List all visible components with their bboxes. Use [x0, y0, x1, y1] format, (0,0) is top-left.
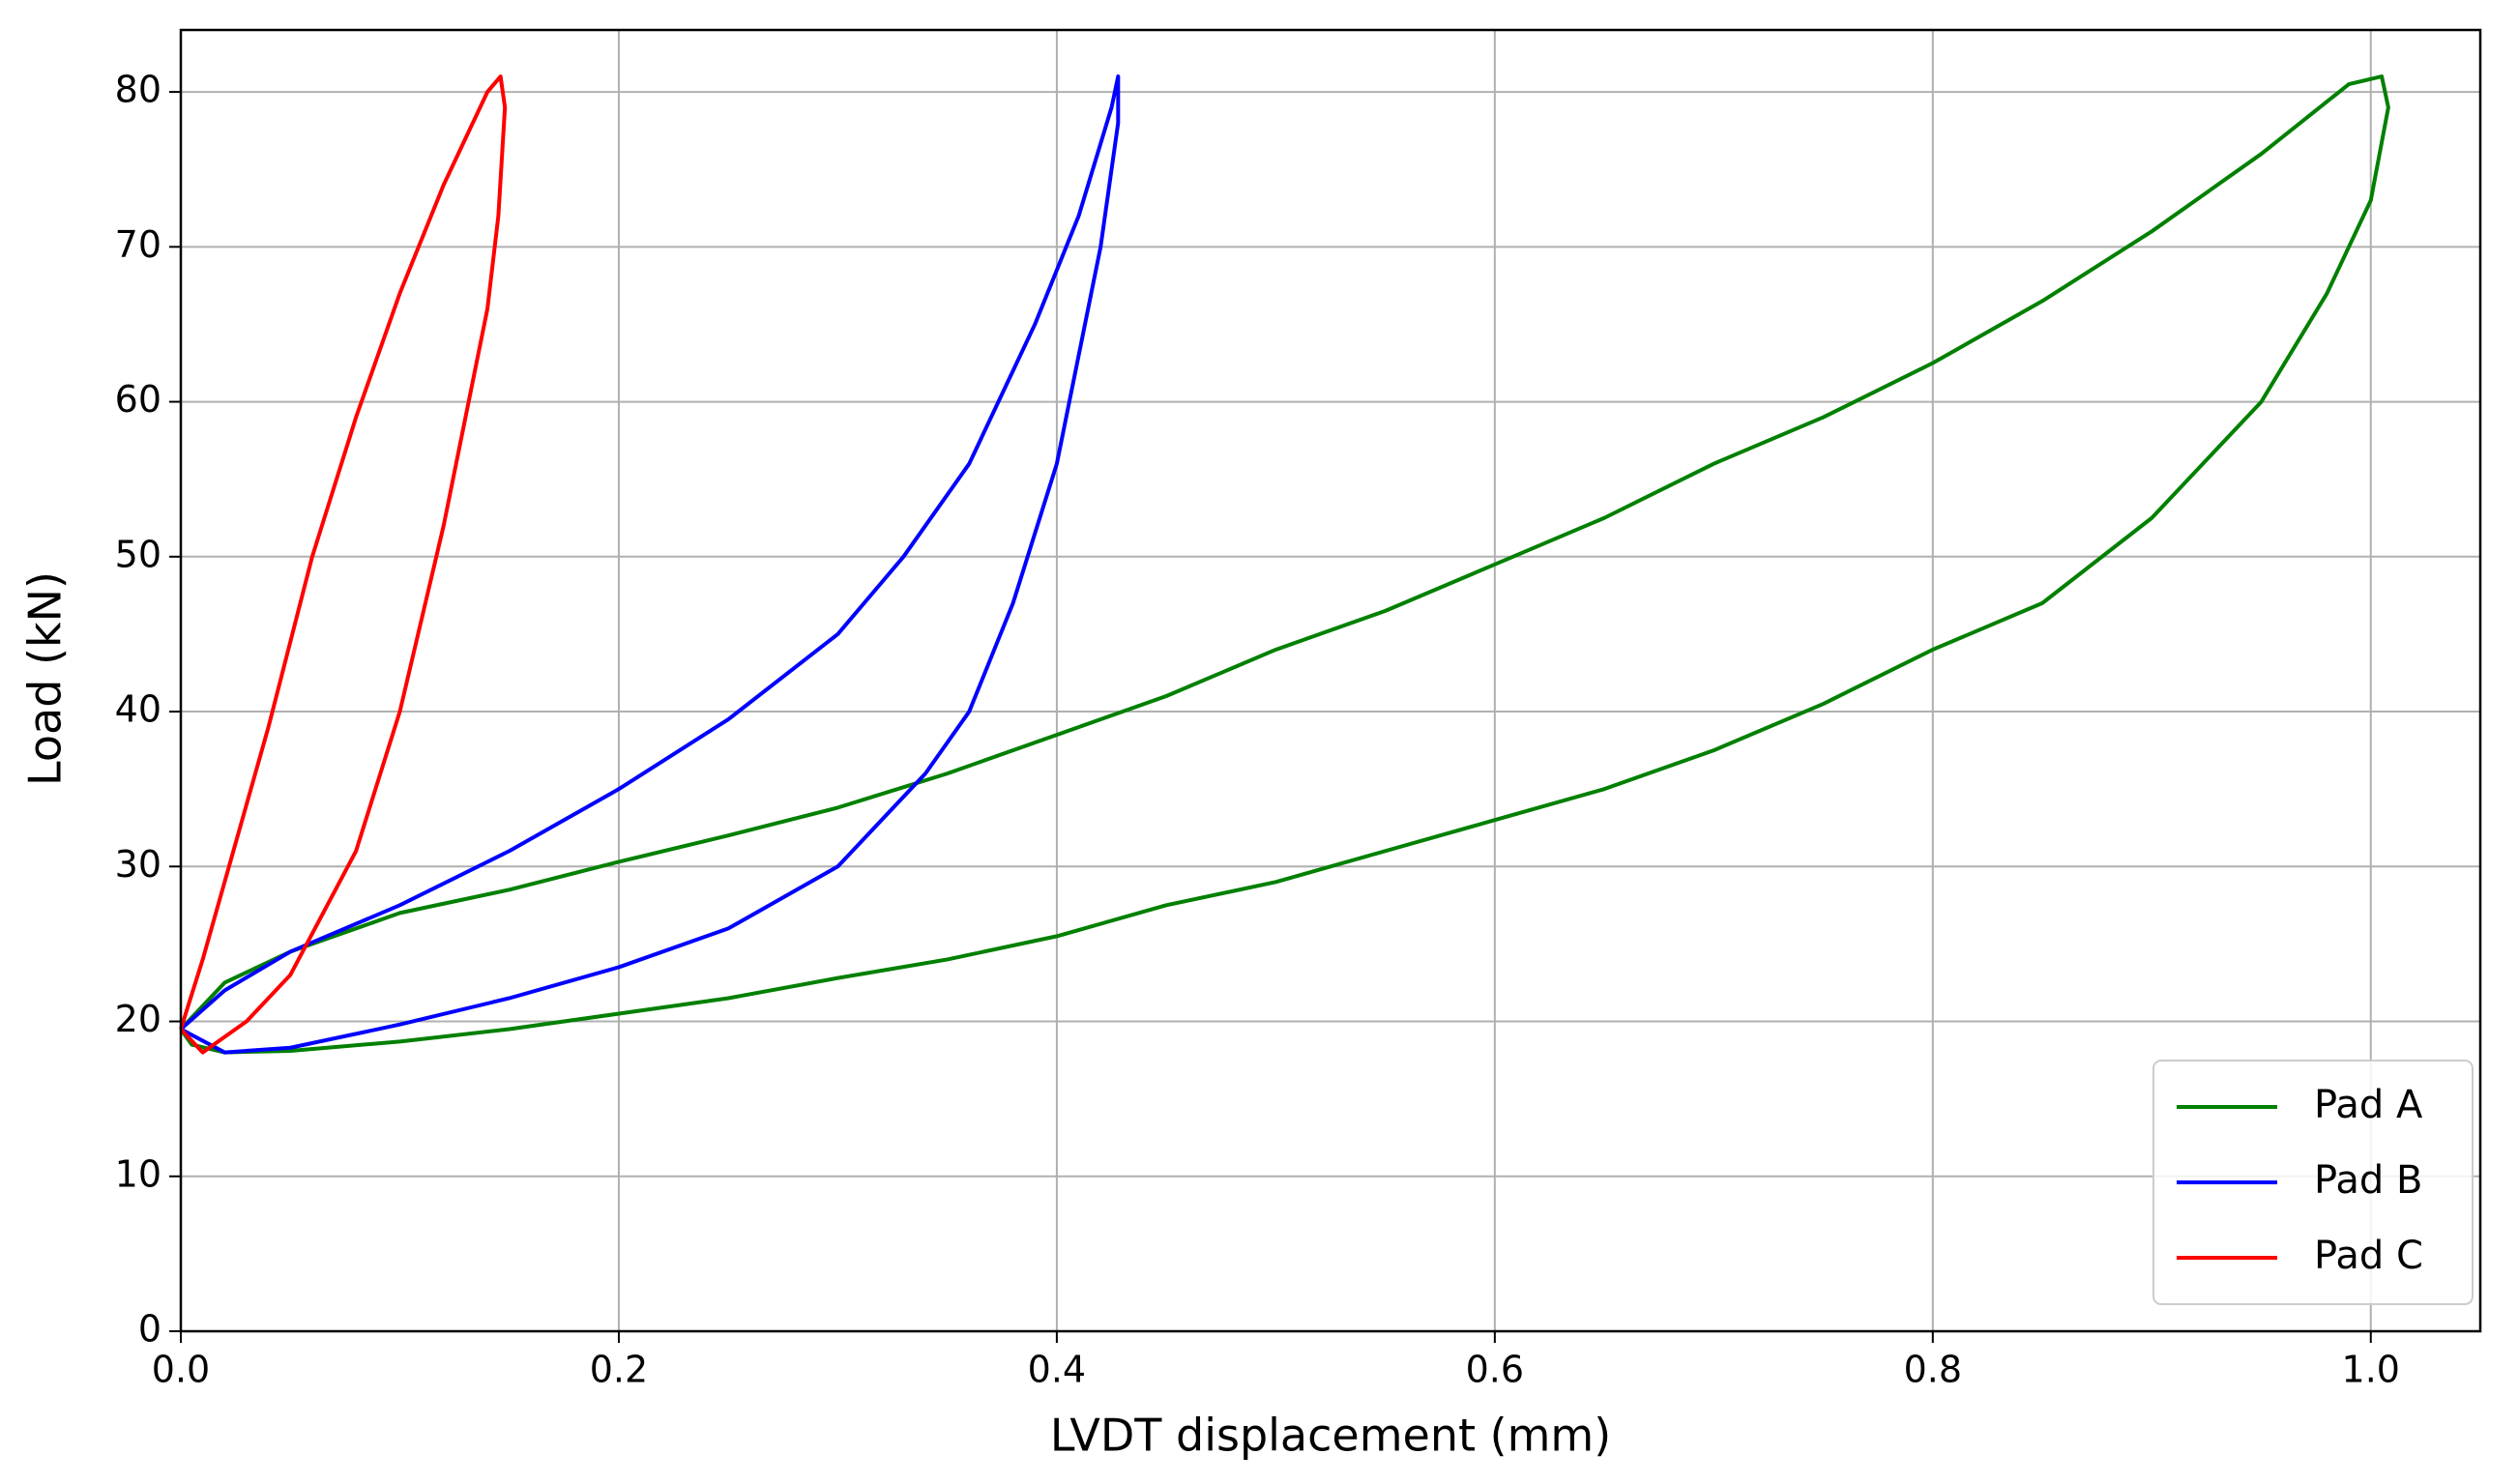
legend-box — [2152, 1060, 2474, 1305]
data-line — [179, 74, 1121, 1055]
data-line — [179, 74, 2390, 1055]
y-tick-label: 60 — [115, 378, 161, 421]
legend-label: Pad C — [2314, 1234, 2423, 1278]
x-tick-label: 1.0 — [2342, 1349, 2400, 1391]
x-tick-label: 0.8 — [1904, 1349, 1962, 1391]
x-tick-label: 0.4 — [1028, 1349, 1086, 1391]
x-tick-label: 0.2 — [590, 1349, 648, 1391]
legend-label: Pad B — [2314, 1158, 2422, 1203]
x-axis-label: LVDT displacement (mm) — [1050, 1410, 1611, 1462]
x-tick-label: 0.6 — [1466, 1349, 1524, 1391]
y-tick-label: 50 — [115, 533, 161, 575]
plot-frame — [179, 28, 2482, 1333]
y-tick-label: 0 — [138, 1308, 161, 1351]
y-tick-label: 70 — [115, 223, 161, 266]
data-line — [179, 74, 508, 1055]
y-axis-label: Load (kN) — [19, 571, 72, 786]
y-tick-label: 80 — [115, 69, 161, 111]
y-tick-label: 40 — [115, 688, 161, 731]
legend-label: Pad A — [2314, 1083, 2423, 1127]
y-tick-label: 30 — [115, 843, 161, 886]
x-tick-label: 0.0 — [152, 1349, 210, 1391]
y-tick-label: 20 — [115, 998, 161, 1040]
y-tick-label: 10 — [115, 1152, 161, 1195]
